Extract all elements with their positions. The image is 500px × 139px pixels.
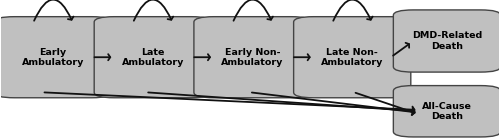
Text: DMD-Related
Death: DMD-Related Death (412, 31, 482, 51)
Text: All-Cause
Death: All-Cause Death (422, 102, 472, 121)
FancyBboxPatch shape (194, 17, 311, 98)
Text: Late
Ambulatory: Late Ambulatory (122, 48, 184, 67)
FancyBboxPatch shape (294, 17, 411, 98)
Text: Late Non-
Ambulatory: Late Non- Ambulatory (321, 48, 384, 67)
Text: Early
Ambulatory: Early Ambulatory (22, 48, 84, 67)
FancyBboxPatch shape (94, 17, 212, 98)
Text: Early Non-
Ambulatory: Early Non- Ambulatory (222, 48, 284, 67)
FancyBboxPatch shape (394, 10, 500, 72)
FancyBboxPatch shape (0, 17, 112, 98)
FancyBboxPatch shape (394, 86, 500, 137)
